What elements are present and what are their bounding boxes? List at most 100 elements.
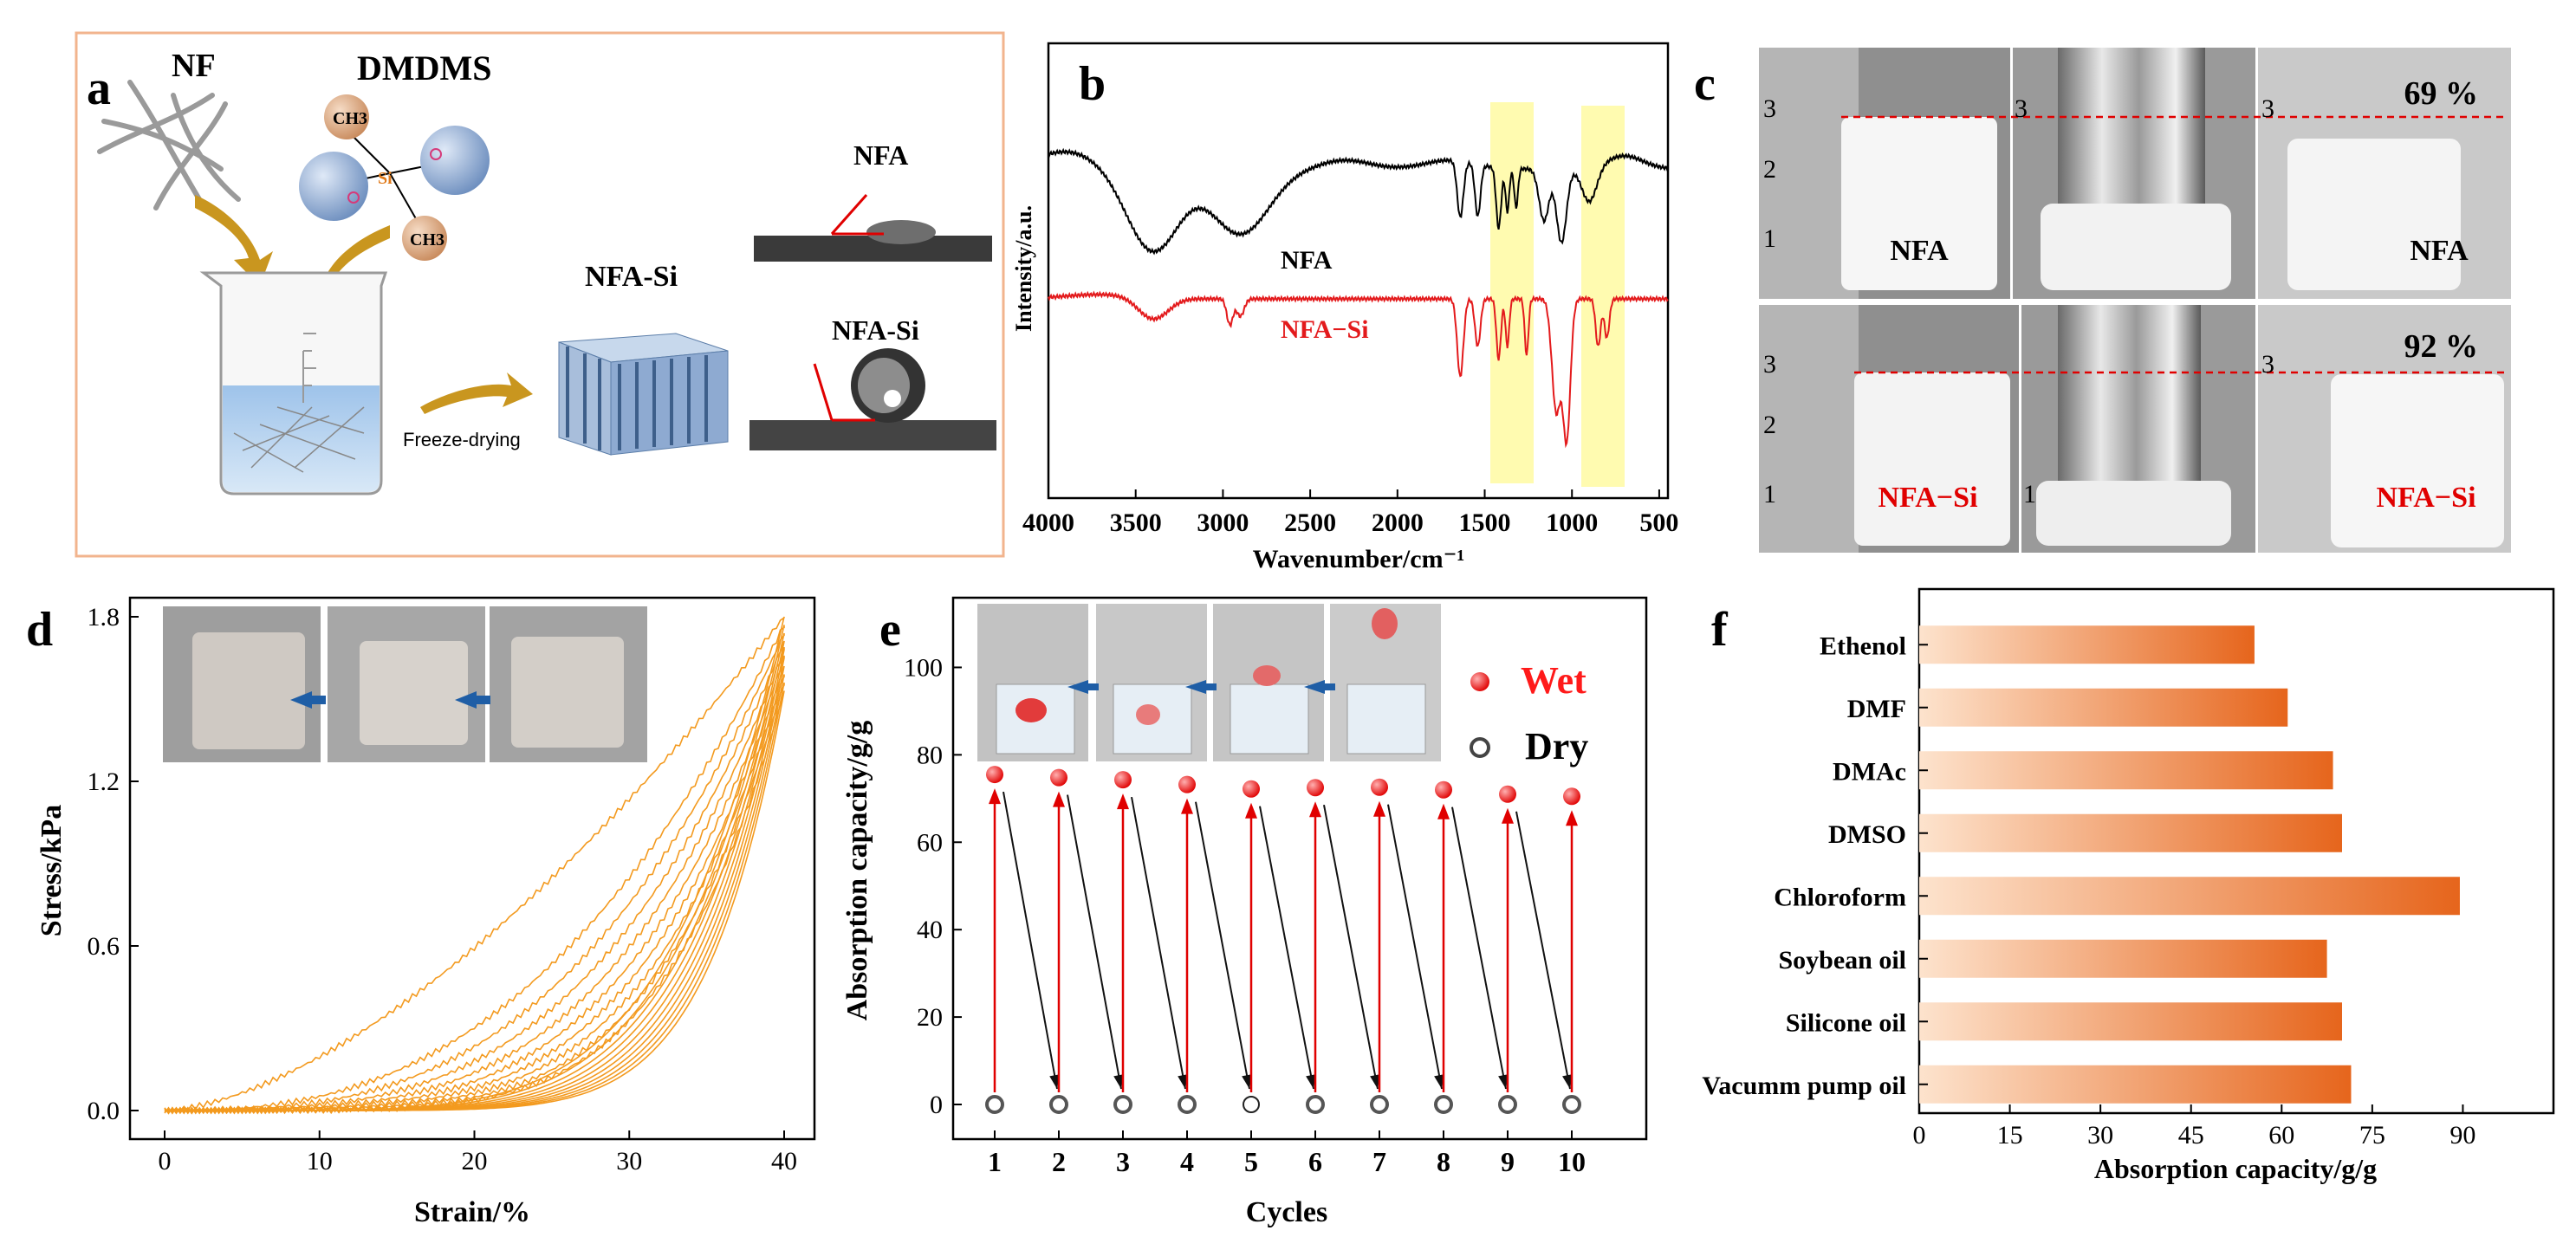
d-ytick-label-0: 0.0 xyxy=(88,1097,120,1125)
dry-point-10 xyxy=(1562,1095,1581,1114)
nfa-si-contact-angle-photo xyxy=(749,346,996,450)
ruler-1-bottom: 1 xyxy=(1763,480,1776,508)
panel-e-inset-photos xyxy=(977,604,1441,761)
inset-arrow-1 xyxy=(290,691,326,709)
e-xtick-label-8: 9 xyxy=(1501,1146,1515,1177)
wet-arrowhead-5 xyxy=(1245,802,1257,819)
ruler-2-top: 2 xyxy=(1763,155,1776,184)
panel-e-xlabel: Cycles xyxy=(1246,1196,1327,1228)
dry-arrowhead-7 xyxy=(1434,1074,1444,1089)
b-xtick-label-0: 4000 xyxy=(1022,508,1074,537)
panel-e-label: e xyxy=(879,603,901,657)
dry-arrow-1 xyxy=(1002,791,1058,1090)
panel-d-label: d xyxy=(26,603,53,657)
ruler-3-top: 3 xyxy=(1763,94,1776,123)
nfa-right-label: NFA xyxy=(2410,235,2469,267)
legend-wet-label: Wet xyxy=(1521,659,1586,702)
nfa-contact-label: NFA xyxy=(853,139,908,171)
panel-a-label: a xyxy=(87,62,111,115)
dry-arrow-9 xyxy=(1515,811,1571,1090)
dry-arrowhead-8 xyxy=(1498,1074,1509,1089)
panel-b-xlabel: Wavenumber/cm⁻¹ xyxy=(1253,545,1465,573)
f-xtick-label-5: 75 xyxy=(2359,1121,2385,1150)
nfa-contact-angle-photo xyxy=(754,173,992,264)
wet-arrowhead-3 xyxy=(1117,793,1129,810)
dry-point-4 xyxy=(1178,1095,1197,1114)
b-xtick-label-4: 2000 xyxy=(1372,508,1424,537)
nfa-left-label: NFA xyxy=(1890,235,1949,267)
f-xtick-label-1: 15 xyxy=(1997,1121,2023,1150)
dry-arrowhead-1 xyxy=(1049,1074,1061,1089)
panel-f-label: f xyxy=(1711,603,1729,657)
nfa-si-contact-label: NFA-Si xyxy=(832,314,919,346)
panel-f-bars: Ethenol DMF DMAc DMSO Chloroform Soybean oil S… xyxy=(1702,625,2460,1104)
wet-point-9 xyxy=(1499,785,1516,803)
ruler-3-bottom: 3 xyxy=(1763,350,1776,379)
bar-chloroform xyxy=(1919,877,2460,916)
dry-point-9 xyxy=(1498,1095,1517,1114)
e-xtick-label-5: 6 xyxy=(1308,1146,1322,1177)
nf-label: NF xyxy=(172,48,216,84)
panel-f-xlabel: Absorption capacity/g/g xyxy=(2094,1153,2377,1184)
dry-point-5 xyxy=(1243,1096,1260,1113)
photo-nfa-recovered: 69 % NFA xyxy=(2258,48,2511,299)
series-nfa-label: NFA xyxy=(1281,246,1333,275)
wet-arrowhead-6 xyxy=(1309,801,1321,818)
f-xtick-label-3: 45 xyxy=(2178,1121,2204,1150)
f-xtick-label-4: 60 xyxy=(2268,1121,2294,1150)
nfa-si-left-label: NFA−Si xyxy=(1878,482,1977,514)
beaker xyxy=(199,271,388,495)
f-xtick-label-2: 30 xyxy=(2087,1121,2113,1150)
hysteresis-cycle-10 xyxy=(164,690,785,1115)
panel-e-axes xyxy=(951,596,1648,1141)
dmdms-label: DMDMS xyxy=(357,49,492,87)
e-xtick-label-9: 10 xyxy=(1558,1146,1586,1177)
wet-arrowhead-2 xyxy=(1053,791,1065,807)
b-xtick-label-5: 1500 xyxy=(1459,508,1511,537)
panel-e-marks xyxy=(985,766,1581,1114)
nfa-si-right-label: NFA−Si xyxy=(2376,482,2475,514)
e-ytick-label-1: 20 xyxy=(917,1003,943,1032)
e-inset-arrow-3 xyxy=(1304,680,1335,694)
b-xtick-label-3: 2500 xyxy=(1284,508,1336,537)
hysteresis-curves xyxy=(164,616,785,1115)
wet-point-10 xyxy=(1563,787,1580,806)
d-xtick-label-2: 20 xyxy=(462,1147,488,1175)
dry-arrow-7 xyxy=(1387,804,1443,1090)
bar-ethenol xyxy=(1919,625,2255,664)
panel-a-frame xyxy=(75,31,1005,558)
panel-b-ylabel: Intensity/a.u. xyxy=(1011,205,1036,332)
bar-dmf xyxy=(1919,688,2288,727)
wet-arrowhead-4 xyxy=(1181,798,1193,814)
dry-point-2 xyxy=(1049,1095,1068,1114)
e-inset-arrow-2 xyxy=(1185,680,1217,694)
panel-d-ticks: 0 10 20 30 40 0.0 0.6 1.2 1.8 xyxy=(88,603,798,1175)
d-ytick-label-1: 0.6 xyxy=(88,932,120,961)
ruler-numbers: 3 2 1 3 2 1 3 3 3 1 xyxy=(1763,94,2274,508)
dry-arrow-4 xyxy=(1195,801,1250,1090)
panel-d-inset-photos xyxy=(163,606,647,762)
e-xtick-label-2: 3 xyxy=(1116,1146,1130,1177)
d-ytick-label-2: 1.2 xyxy=(88,767,120,796)
category-label-5: Soybean oil xyxy=(1778,946,1906,975)
e-inset-arrow-1 xyxy=(1067,680,1099,694)
panel-b-ftir-chart: b 4000 3500 3000 2500 2000 1500 1000 500 NFA NF… xyxy=(1011,42,1678,573)
panel-d-ylabel: Stress/kPa xyxy=(36,805,68,936)
panel-b-axes xyxy=(1047,42,1670,500)
ch3-bottom-label: CH3 xyxy=(410,230,444,249)
highlight-band-1 xyxy=(1490,102,1534,483)
photo-nfa-before: NFA xyxy=(1759,48,2010,299)
dry-point-7 xyxy=(1370,1095,1389,1114)
panel-d-axes xyxy=(128,596,816,1141)
dmdms-molecule: CH3 Si CH3 xyxy=(299,94,490,261)
panel-b-label: b xyxy=(1079,57,1106,111)
e-xtick-label-0: 1 xyxy=(988,1146,1002,1177)
category-label-3: DMSO xyxy=(1828,820,1906,849)
ruler-3-right-top: 3 xyxy=(2261,94,2274,123)
panel-b-x-ticks: 4000 3500 3000 2500 2000 1500 1000 500 xyxy=(1022,489,1678,537)
e-xtick-label-4: 5 xyxy=(1244,1146,1258,1177)
freeze-drying-arrow xyxy=(420,372,533,414)
